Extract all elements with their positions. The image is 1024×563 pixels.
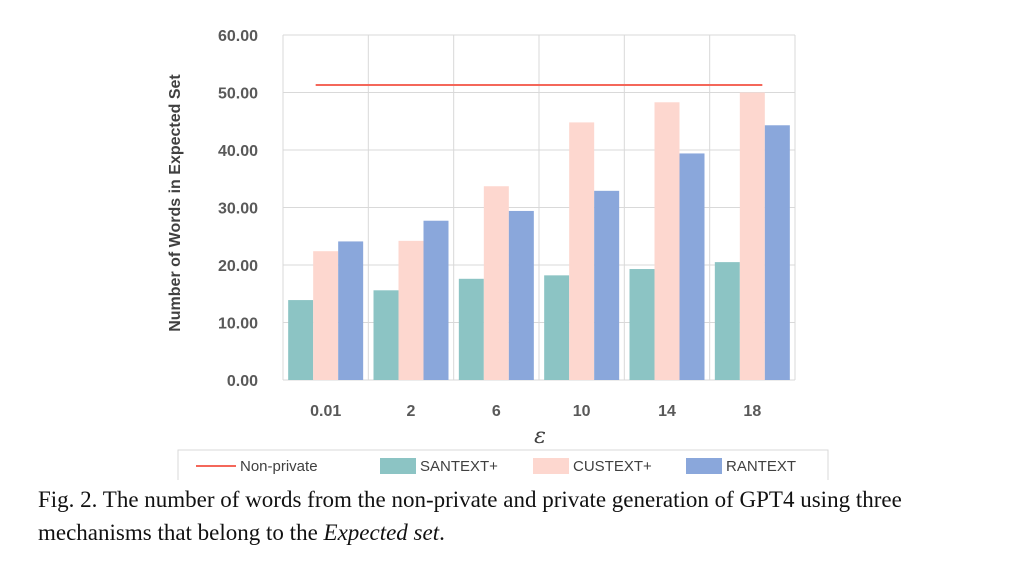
bars — [288, 92, 790, 381]
y-tick-label: 0.00 — [227, 373, 258, 390]
y-tick-label: 60.00 — [218, 28, 258, 45]
bar-custext-2 — [398, 240, 424, 380]
legend: Non-private SANTEXT+ CUSTEXT+ RANTEXT — [196, 458, 796, 475]
caption-prefix: Fig. 2. The number of words from the non… — [38, 487, 902, 545]
x-tick-label: 0.01 — [310, 403, 341, 420]
bar-custext-6 — [483, 186, 509, 380]
bar-rantext-6 — [508, 210, 534, 380]
bar-rantext-0-01 — [338, 241, 364, 380]
bar-santext-6 — [458, 278, 484, 380]
legend-label-rantext: RANTEXT — [726, 458, 796, 475]
x-axis-ticks: 0.01 2 6 10 14 18 — [310, 403, 761, 420]
y-tick-label: 10.00 — [218, 316, 258, 333]
x-axis-label: ε — [534, 424, 546, 449]
caption-suffix: . — [439, 520, 445, 545]
bar-santext-2 — [373, 290, 399, 380]
bar-santext-14 — [629, 269, 655, 380]
bar-custext-0-01 — [313, 251, 339, 380]
y-axis-ticks: 0.00 10.00 20.00 30.00 40.00 50.00 60.00 — [218, 28, 258, 390]
legend-swatch-custext — [533, 458, 569, 474]
legend-label-santext: SANTEXT+ — [420, 458, 498, 475]
gridlines — [282, 34, 796, 381]
bar-rantext-18 — [764, 125, 790, 381]
x-tick-label: 6 — [492, 403, 501, 420]
bar-custext-10 — [569, 122, 595, 381]
y-tick-label: 20.00 — [218, 258, 258, 275]
bar-santext-18 — [714, 262, 740, 380]
x-tick-label: 2 — [407, 403, 416, 420]
legend-label-non-private: Non-private — [240, 458, 318, 475]
bar-santext-0-01 — [288, 300, 314, 380]
bar-rantext-10 — [594, 190, 620, 380]
figure-caption: Fig. 2. The number of words from the non… — [38, 483, 988, 549]
x-tick-label: 10 — [573, 403, 591, 420]
chart: 0.00 10.00 20.00 30.00 40.00 50.00 60.00 0.01 2… — [167, 28, 829, 480]
x-tick-label: 14 — [658, 403, 676, 420]
x-tick-label: 18 — [743, 403, 761, 420]
bar-custext-14 — [654, 102, 680, 381]
bar-rantext-14 — [679, 153, 705, 380]
y-tick-label: 40.00 — [218, 143, 258, 160]
caption-emphasis: Expected set — [323, 520, 440, 545]
y-axis-label: Number of Words in Expected Set — [167, 74, 184, 332]
bar-custext-18 — [739, 92, 765, 380]
bar-santext-10 — [544, 275, 570, 380]
legend-label-custext: CUSTEXT+ — [573, 458, 652, 475]
legend-swatch-santext — [380, 458, 416, 474]
y-tick-label: 50.00 — [218, 86, 258, 103]
y-tick-label: 30.00 — [218, 201, 258, 218]
bar-rantext-2 — [423, 220, 449, 380]
legend-swatch-rantext — [686, 458, 722, 474]
